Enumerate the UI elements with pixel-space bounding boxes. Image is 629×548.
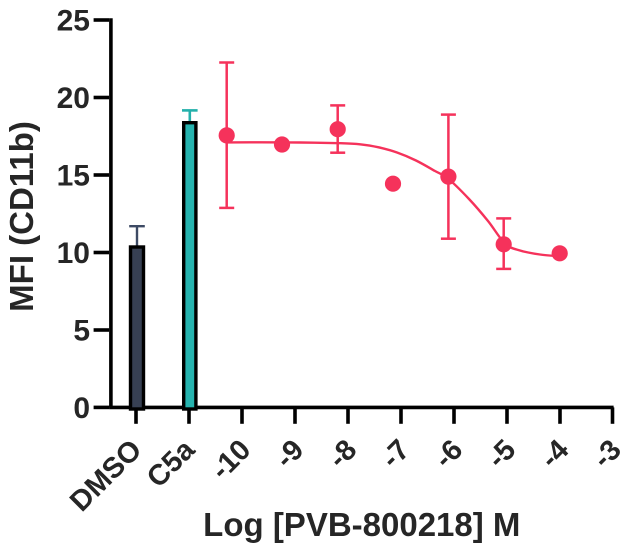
svg-text:-3: -3 <box>587 434 628 475</box>
svg-text:DMSO: DMSO <box>64 434 148 518</box>
svg-text:25: 25 <box>57 5 90 38</box>
svg-text:-8: -8 <box>322 434 363 475</box>
svg-text:C5a: C5a <box>141 433 202 494</box>
svg-text:15: 15 <box>57 160 90 193</box>
svg-text:Log [PVB-800218] M: Log [PVB-800218] M <box>203 506 520 543</box>
svg-text:-5: -5 <box>481 434 522 475</box>
svg-text:MFI (CD11b): MFI (CD11b) <box>3 121 40 312</box>
svg-text:-7: -7 <box>375 434 416 475</box>
svg-text:5: 5 <box>73 315 90 348</box>
svg-text:-9: -9 <box>269 434 310 475</box>
svg-text:0: 0 <box>73 392 90 425</box>
svg-text:-4: -4 <box>534 434 575 475</box>
svg-text:-10: -10 <box>205 434 257 486</box>
svg-text:20: 20 <box>57 82 90 115</box>
svg-text:10: 10 <box>57 237 90 270</box>
svg-text:-6: -6 <box>428 434 469 475</box>
